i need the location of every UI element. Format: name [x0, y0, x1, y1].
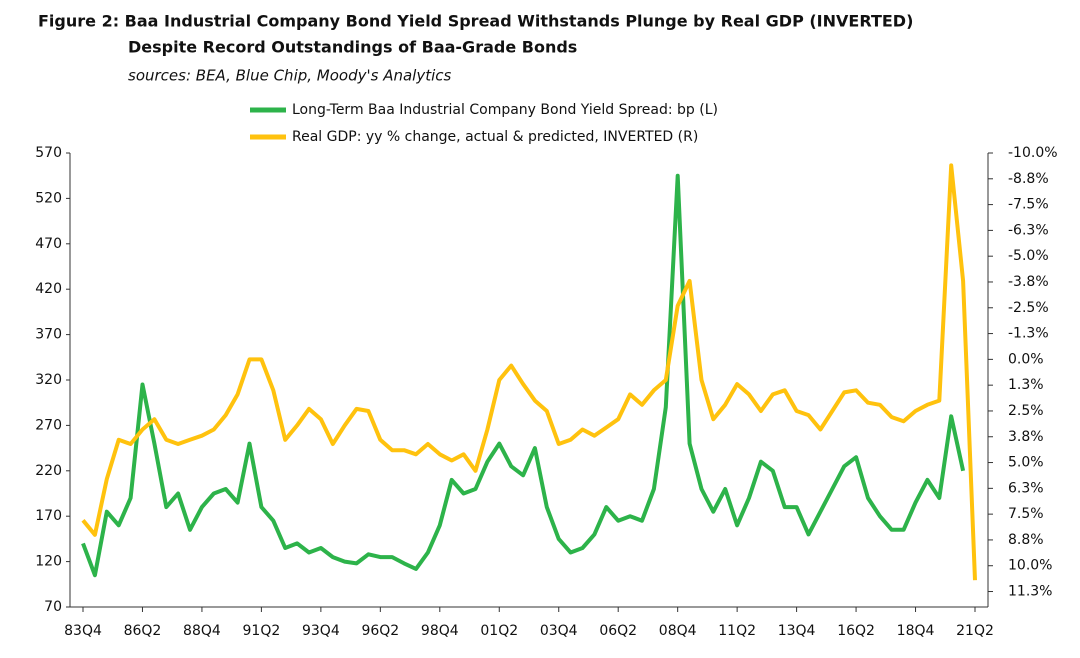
x-tick-label: 08Q4 — [659, 623, 697, 639]
x-tick-label: 21Q2 — [956, 623, 994, 639]
x-tick-label: 86Q2 — [124, 623, 162, 639]
y2-tick-label: -3.8% — [1008, 274, 1049, 290]
y2-tick-label: 10.0% — [1008, 558, 1052, 574]
y-tick-label: 420 — [35, 281, 62, 297]
y2-tick-label: 6.3% — [1008, 480, 1044, 496]
y2-tick-label: 5.0% — [1008, 455, 1044, 471]
x-tick-label: 83Q4 — [64, 623, 102, 639]
y-tick-label: 520 — [35, 190, 62, 206]
y2-tick-label: -10.0% — [1008, 145, 1058, 161]
y-tick-label: 370 — [35, 327, 62, 343]
x-tick-label: 18Q4 — [897, 623, 935, 639]
y2-tick-label: 0.0% — [1008, 351, 1044, 367]
x-tick-label: 93Q4 — [302, 623, 340, 639]
series-line — [81, 163, 977, 581]
y2-tick-label: -5.0% — [1008, 248, 1049, 264]
y2-tick-label: 8.8% — [1008, 532, 1044, 548]
x-tick-label: 01Q2 — [480, 623, 518, 639]
legend-label: Long-Term Baa Industrial Company Bond Yi… — [292, 102, 718, 118]
x-tick-label: 91Q2 — [243, 623, 281, 639]
y2-tick-label: 1.3% — [1008, 377, 1044, 393]
y-tick-label: 70 — [44, 599, 62, 615]
x-tick-label: 03Q4 — [540, 623, 578, 639]
y2-tick-label: 2.5% — [1008, 403, 1044, 419]
series-line — [81, 173, 966, 578]
x-tick-label: 16Q2 — [837, 623, 875, 639]
y2-tick-label: 3.8% — [1008, 429, 1044, 445]
y2-tick-label: 7.5% — [1008, 506, 1044, 522]
chart-title: Figure 2: Baa Industrial Company Bond Yi… — [38, 12, 913, 31]
y-tick-label: 170 — [35, 508, 62, 524]
x-tick-label: 96Q2 — [361, 623, 399, 639]
y2-tick-label: -2.5% — [1008, 300, 1049, 316]
y2-tick-label: -1.3% — [1008, 326, 1049, 342]
x-tick-label: 98Q4 — [421, 623, 459, 639]
y-tick-label: 320 — [35, 372, 62, 388]
y-tick-label: 220 — [35, 463, 62, 479]
x-tick-label: 13Q4 — [778, 623, 816, 639]
legend-label: Real GDP: yy % change, actual & predicte… — [292, 129, 698, 145]
chart-title-line2: Despite Record Outstandings of Baa-Grade… — [128, 38, 577, 57]
x-tick-label: 06Q2 — [599, 623, 637, 639]
y2-tick-label: -8.8% — [1008, 171, 1049, 187]
x-tick-label: 88Q4 — [183, 623, 221, 639]
y-tick-label: 570 — [35, 145, 62, 161]
y2-tick-label: -6.3% — [1008, 222, 1049, 238]
y2-tick-label: -7.5% — [1008, 197, 1049, 213]
source: sources: BEA, Blue Chip, Moody's Analyti… — [128, 67, 451, 85]
y-tick-label: 470 — [35, 236, 62, 252]
y-tick-label: 270 — [35, 417, 62, 433]
y2-tick-label: 11.3% — [1008, 584, 1052, 600]
x-tick-label: 11Q2 — [718, 623, 756, 639]
y-tick-label: 120 — [35, 554, 62, 570]
